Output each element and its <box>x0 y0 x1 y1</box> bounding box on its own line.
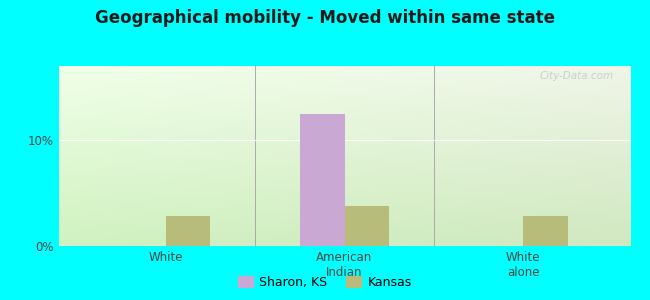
Legend: Sharon, KS, Kansas: Sharon, KS, Kansas <box>233 271 417 294</box>
Bar <box>300 114 345 246</box>
Text: Geographical mobility - Moved within same state: Geographical mobility - Moved within sam… <box>95 9 555 27</box>
Text: City-Data.com: City-Data.com <box>540 71 614 81</box>
Bar <box>166 216 211 246</box>
Bar <box>344 206 389 246</box>
Bar <box>523 216 568 246</box>
